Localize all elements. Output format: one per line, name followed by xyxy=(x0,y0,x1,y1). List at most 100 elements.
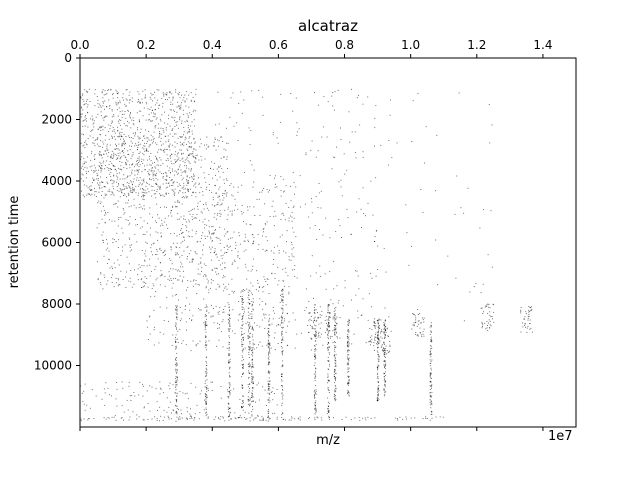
data-point xyxy=(192,280,194,282)
data-point xyxy=(314,345,316,347)
data-point xyxy=(138,158,140,160)
data-point xyxy=(183,276,185,278)
data-point xyxy=(165,99,166,100)
data-point xyxy=(137,127,139,129)
data-point xyxy=(350,233,352,235)
data-point xyxy=(179,119,181,121)
data-point xyxy=(269,352,271,354)
data-point xyxy=(113,155,115,157)
data-point xyxy=(157,239,159,241)
data-point xyxy=(351,131,353,133)
data-point xyxy=(429,326,431,328)
data-point xyxy=(227,206,229,208)
data-point xyxy=(299,175,301,177)
data-point xyxy=(171,179,173,181)
data-point xyxy=(437,284,439,286)
data-point xyxy=(179,391,181,393)
data-point xyxy=(328,415,330,417)
data-point xyxy=(182,266,184,268)
data-point xyxy=(429,385,431,387)
data-point xyxy=(187,245,189,247)
data-point xyxy=(170,418,172,420)
data-point xyxy=(130,281,132,283)
data-point xyxy=(113,136,115,138)
data-point xyxy=(81,173,83,175)
data-point xyxy=(123,123,125,125)
data-point xyxy=(272,318,274,320)
data-point xyxy=(328,369,330,370)
data-point xyxy=(152,141,154,143)
data-point xyxy=(348,357,350,359)
data-point xyxy=(216,345,218,347)
data-point xyxy=(172,109,174,111)
data-point xyxy=(248,327,250,329)
data-point xyxy=(237,186,239,188)
data-point xyxy=(146,242,148,244)
data-point xyxy=(335,346,337,348)
data-point xyxy=(329,335,331,337)
data-point xyxy=(358,417,360,419)
data-point xyxy=(220,157,222,159)
data-point xyxy=(152,162,153,164)
data-point xyxy=(207,282,209,284)
data-point xyxy=(153,309,155,311)
data-point xyxy=(266,189,268,190)
data-point xyxy=(328,326,330,328)
data-point xyxy=(177,200,179,202)
data-point xyxy=(86,120,87,122)
data-point xyxy=(282,326,284,328)
data-point xyxy=(347,369,349,371)
data-point xyxy=(86,167,88,169)
data-point xyxy=(285,304,287,306)
data-point xyxy=(206,325,207,326)
data-point xyxy=(124,194,126,196)
data-point xyxy=(131,249,133,251)
data-point xyxy=(223,309,225,310)
data-point xyxy=(114,267,116,269)
data-point xyxy=(96,172,98,174)
data-point xyxy=(137,268,139,270)
data-point xyxy=(348,341,350,343)
data-point xyxy=(282,309,284,311)
data-point xyxy=(237,251,239,253)
data-point xyxy=(271,272,273,274)
data-point xyxy=(92,137,94,139)
data-point xyxy=(106,115,108,117)
data-point xyxy=(360,315,362,316)
data-point xyxy=(327,413,329,415)
data-point xyxy=(223,247,225,248)
data-point xyxy=(242,368,244,370)
data-point xyxy=(247,311,249,313)
data-point xyxy=(197,284,199,285)
data-point xyxy=(142,419,144,421)
data-point xyxy=(126,168,128,170)
data-point xyxy=(384,351,386,353)
data-point xyxy=(81,392,83,394)
data-point xyxy=(149,385,151,387)
data-point xyxy=(259,304,261,306)
data-point xyxy=(247,396,249,398)
data-point xyxy=(86,404,88,406)
data-point xyxy=(311,328,313,330)
data-point xyxy=(112,274,114,276)
data-point xyxy=(84,161,86,163)
data-point xyxy=(487,312,489,314)
data-point xyxy=(217,322,219,324)
data-point xyxy=(191,176,193,178)
data-point xyxy=(170,157,172,159)
data-point xyxy=(123,113,125,115)
data-point xyxy=(125,186,127,188)
data-point xyxy=(246,288,248,290)
data-point xyxy=(97,128,99,130)
data-point xyxy=(176,408,178,410)
data-point xyxy=(356,270,358,272)
data-point xyxy=(154,91,155,93)
data-point xyxy=(86,172,87,174)
data-point xyxy=(147,150,149,152)
data-point xyxy=(373,324,375,326)
data-point xyxy=(177,185,179,187)
data-point xyxy=(139,131,141,133)
data-point xyxy=(184,393,186,395)
data-point xyxy=(268,388,270,389)
data-point xyxy=(117,277,119,279)
